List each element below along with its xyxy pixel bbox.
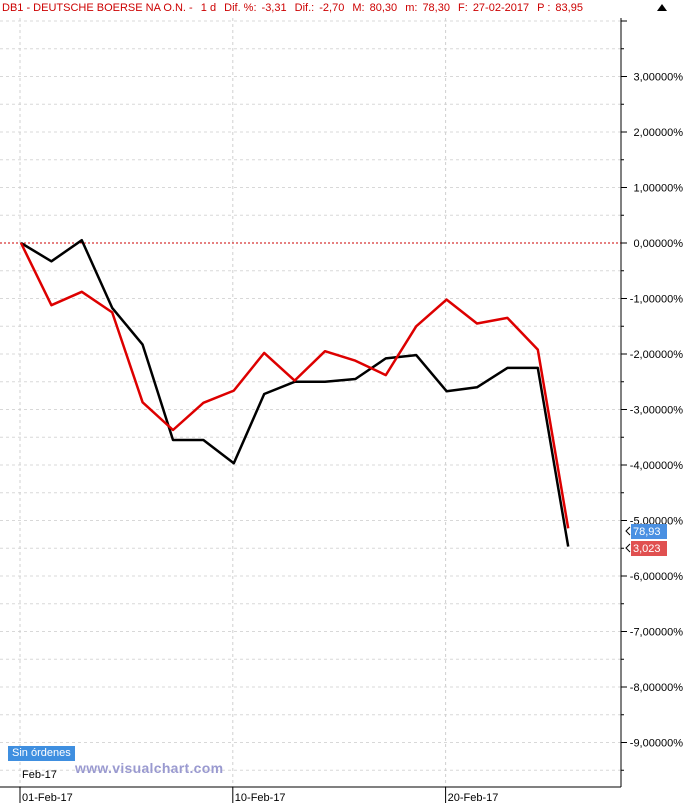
x-tick-label: 01-Feb-17 (22, 792, 73, 804)
badge-text: 3,023 (633, 543, 661, 555)
dif-label: Dif.: (294, 2, 315, 14)
dif-pct-value: -3,31 (261, 2, 287, 14)
y-tick-label: -7,00000% (630, 627, 683, 639)
y-tick-label: -1,00000% (630, 294, 683, 306)
x-tick-label: 10-Feb-17 (235, 792, 286, 804)
badge-text: 78,93 (633, 526, 661, 538)
x-tick-label: 20-Feb-17 (448, 792, 499, 804)
y-tick-label: 1,00000% (633, 183, 683, 195)
dif-pct-label: Dif. %: (224, 2, 257, 14)
min-value: 78,30 (422, 2, 450, 14)
max-value: 80,30 (369, 2, 398, 14)
watermark: www.visualchart.com (75, 760, 224, 776)
y-tick-label: -3,00000% (630, 405, 683, 417)
month-label: Feb-17 (22, 769, 57, 781)
price-value: 83,95 (555, 2, 583, 14)
last-value-badge: 78,93 (625, 524, 667, 539)
y-tick-label: -2,00000% (630, 349, 683, 361)
y-tick-label: 0,00000% (633, 238, 683, 250)
y-tick-label: -9,00000% (630, 738, 683, 750)
dif-value: -2,70 (319, 2, 345, 14)
badge-box (631, 541, 667, 556)
badge-arrow-icon (625, 543, 631, 553)
y-tick-label: 2,00000% (633, 127, 683, 139)
period: 1 d (200, 2, 217, 14)
chart-header: DB1 - DEUTSCHE BOERSE NA O.N. - 1 d Dif.… (2, 2, 588, 16)
x-axis-ticks: 01-Feb-17 10-Feb-17 20-Feb-17 (19, 787, 499, 804)
last-value-badges: 78,93 3,023 (625, 524, 667, 556)
orders-badge[interactable]: Sin órdenes (8, 746, 75, 761)
grid-layer (0, 18, 621, 787)
y-axis-ticks: 3,00000% 2,00000% 1,00000% 0,00000% -1,00000… (621, 20, 683, 771)
badge-arrow-icon (625, 526, 631, 536)
y-tick-label: -6,00000% (630, 571, 683, 583)
series-layer (19, 238, 570, 547)
series-line-2 (19, 242, 570, 529)
badge-box (631, 524, 667, 539)
price-label: P : (537, 2, 551, 14)
scroll-up-icon[interactable] (656, 2, 668, 14)
date-value: 27-02-2017 (472, 2, 530, 14)
max-label: M: (352, 2, 365, 14)
min-label: m: (405, 2, 418, 14)
date-label: F: (458, 2, 468, 14)
symbol-name: DB1 - DEUTSCHE BOERSE NA O.N. - (2, 2, 193, 14)
series-line-1 (20, 238, 570, 547)
y-tick-label: -8,00000% (630, 682, 683, 694)
y-tick-label: -4,00000% (630, 460, 683, 472)
y-tick-label: 3,00000% (633, 72, 683, 84)
last-value-badge: 3,023 (625, 541, 667, 556)
